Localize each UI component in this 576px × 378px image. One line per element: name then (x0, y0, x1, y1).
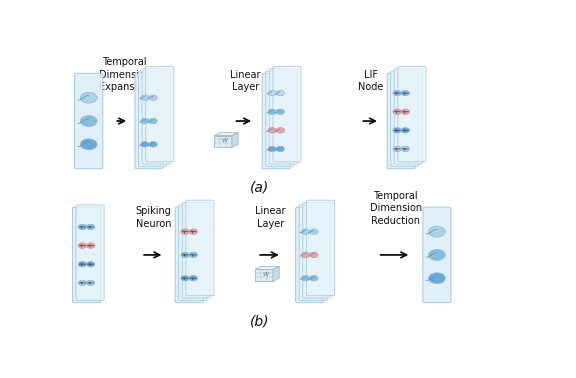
Circle shape (401, 90, 410, 96)
Text: W: W (262, 273, 268, 277)
Circle shape (301, 276, 310, 281)
FancyBboxPatch shape (138, 71, 166, 166)
FancyBboxPatch shape (299, 205, 327, 301)
Circle shape (141, 118, 149, 124)
Circle shape (86, 224, 95, 230)
Text: Temporal
Dimension
Expansion: Temporal Dimension Expansion (98, 57, 151, 92)
Circle shape (393, 146, 401, 152)
Text: Linear
Layer: Linear Layer (230, 70, 260, 92)
FancyBboxPatch shape (306, 200, 335, 296)
Text: Spiking
Neuron: Spiking Neuron (136, 206, 172, 229)
Circle shape (301, 252, 310, 258)
Circle shape (81, 139, 97, 150)
FancyBboxPatch shape (398, 66, 426, 162)
Circle shape (268, 90, 276, 96)
Circle shape (181, 252, 190, 258)
FancyBboxPatch shape (262, 73, 290, 169)
Polygon shape (214, 133, 238, 136)
Circle shape (401, 128, 410, 133)
Text: Linear
Layer: Linear Layer (255, 206, 286, 229)
Polygon shape (255, 266, 279, 270)
Circle shape (276, 128, 285, 133)
FancyBboxPatch shape (266, 71, 294, 166)
FancyBboxPatch shape (270, 69, 297, 164)
Circle shape (86, 262, 95, 267)
FancyBboxPatch shape (142, 69, 170, 164)
Circle shape (276, 90, 285, 96)
Circle shape (401, 109, 410, 115)
Text: Temporal
Dimension
Reduction: Temporal Dimension Reduction (370, 191, 422, 226)
Circle shape (310, 276, 318, 281)
Circle shape (268, 109, 276, 115)
Circle shape (393, 128, 401, 133)
FancyBboxPatch shape (387, 73, 415, 169)
Circle shape (310, 229, 318, 234)
Circle shape (429, 249, 445, 260)
Circle shape (141, 95, 149, 101)
Text: (a): (a) (250, 181, 269, 195)
Circle shape (149, 95, 157, 101)
Circle shape (310, 252, 318, 258)
Circle shape (141, 142, 149, 147)
FancyBboxPatch shape (423, 207, 451, 303)
Circle shape (276, 109, 285, 115)
FancyBboxPatch shape (186, 200, 214, 296)
Circle shape (393, 109, 401, 115)
Circle shape (81, 92, 97, 103)
Circle shape (78, 262, 86, 267)
Polygon shape (273, 266, 279, 281)
FancyBboxPatch shape (179, 205, 207, 301)
Circle shape (149, 142, 157, 147)
Circle shape (81, 116, 97, 127)
Circle shape (268, 146, 276, 152)
Circle shape (429, 273, 445, 284)
FancyBboxPatch shape (395, 69, 422, 164)
FancyBboxPatch shape (135, 73, 163, 169)
Circle shape (149, 118, 157, 124)
Text: (b): (b) (250, 315, 269, 329)
Circle shape (78, 243, 86, 248)
Circle shape (86, 280, 95, 286)
Circle shape (181, 229, 190, 234)
Circle shape (268, 128, 276, 133)
Circle shape (86, 243, 95, 248)
Circle shape (401, 146, 410, 152)
FancyBboxPatch shape (146, 66, 174, 162)
Circle shape (276, 146, 285, 152)
Circle shape (189, 229, 198, 234)
Bar (214, 136, 232, 147)
FancyBboxPatch shape (295, 207, 324, 303)
Circle shape (78, 280, 86, 286)
Circle shape (181, 276, 190, 281)
Circle shape (189, 252, 198, 258)
FancyBboxPatch shape (273, 66, 301, 162)
FancyBboxPatch shape (73, 207, 101, 303)
FancyBboxPatch shape (391, 71, 419, 166)
FancyBboxPatch shape (175, 207, 203, 303)
Circle shape (301, 229, 310, 234)
FancyBboxPatch shape (75, 73, 103, 169)
Text: LIF
Node: LIF Node (358, 70, 384, 92)
Bar (255, 270, 273, 281)
Circle shape (78, 224, 86, 230)
Polygon shape (232, 133, 238, 147)
FancyBboxPatch shape (76, 205, 104, 301)
Circle shape (429, 226, 445, 237)
FancyBboxPatch shape (303, 203, 331, 298)
Circle shape (393, 90, 401, 96)
Text: W: W (221, 138, 227, 144)
FancyBboxPatch shape (182, 203, 210, 298)
Circle shape (189, 276, 198, 281)
